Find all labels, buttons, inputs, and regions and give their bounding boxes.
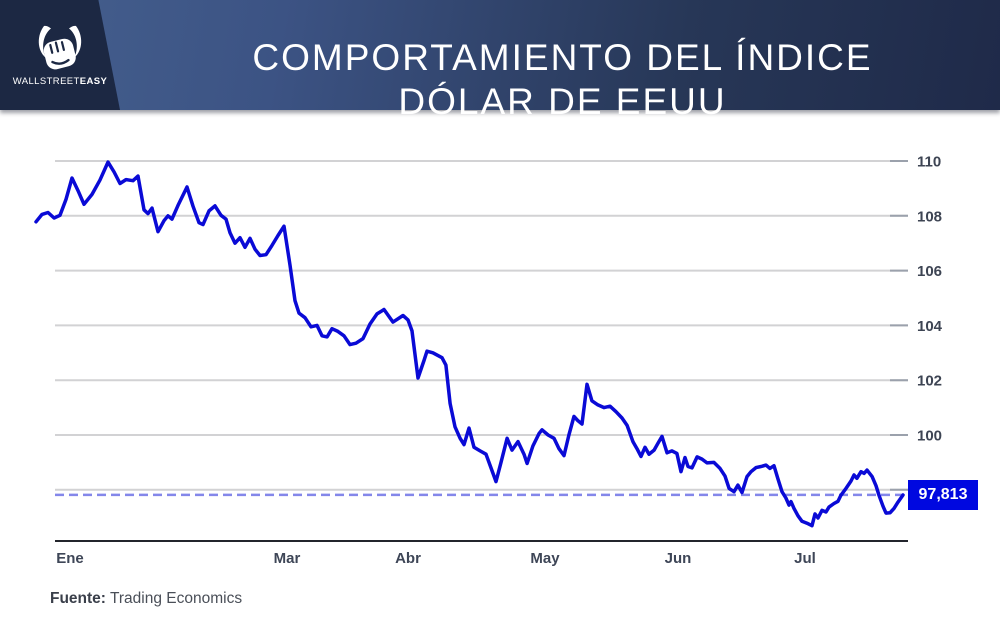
xtick-label-May: May <box>530 550 560 567</box>
page-title-line2: DÓLAR DE EEUU <box>398 80 727 122</box>
bull-logo-icon <box>38 25 82 69</box>
dollar-index-series-line <box>34 160 905 528</box>
brand-wordmark-bold: EASY <box>79 75 108 87</box>
ytick-label-108: 108 <box>917 208 942 225</box>
brand-wordmark-regular: WALLSTREET <box>12 75 80 87</box>
page-title: COMPORTAMIENTO DEL ÍNDICE DÓLAR DE EEUU <box>125 25 1000 135</box>
xtick-label-Mar: Mar <box>274 550 301 567</box>
xtick-label-Jun: Jun <box>665 550 692 567</box>
current-value-badge: 97,813 <box>908 479 978 510</box>
xtick-label-Jul: Jul <box>794 550 816 567</box>
brand-wordmark: WALLSTREETEASY <box>13 76 107 87</box>
xtick-label-Abr: Abr <box>395 550 421 567</box>
ytick-label-106: 106 <box>917 263 942 280</box>
source-value: Trading Economics <box>110 590 243 607</box>
ytick-label-110: 110 <box>917 154 941 171</box>
ytick-label-102: 102 <box>917 373 942 390</box>
ytick-label-100: 100 <box>917 428 942 445</box>
header-banner: WALLSTREETEASY COMPORTAMIENTO DEL ÍNDICE… <box>0 0 1000 122</box>
brand-logo-panel: WALLSTREETEASY <box>0 0 120 110</box>
page-title-line1: COMPORTAMIENTO DEL ÍNDICE <box>252 37 873 79</box>
source-caption: Fuente: Trading Economics <box>50 590 242 608</box>
source-label: Fuente: <box>50 590 106 607</box>
ytick-label-104: 104 <box>917 318 943 335</box>
xtick-label-Ene: Ene <box>56 550 84 567</box>
